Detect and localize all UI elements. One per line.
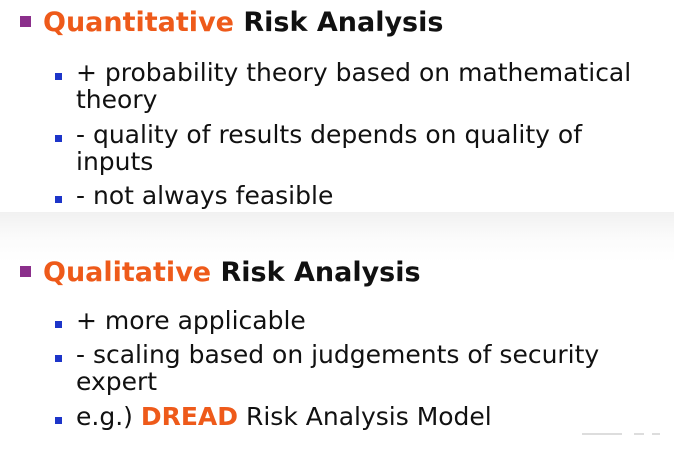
qualitative-item-2-text: - scaling based on judgements of securit… [76,340,600,396]
square-bullet-icon [55,73,62,80]
dread-highlight: DREAD [140,402,239,431]
square-bullet-icon [55,355,62,362]
square-bullet-icon [55,135,62,142]
quantitative-item-2: - quality of results depends on quality … [55,121,665,175]
quantitative-item-1-text: + probability theory based on mathematic… [76,58,632,114]
quantitative-item-3-text: - not always feasible [76,181,334,210]
dash-mark [634,433,644,435]
quantitative-heading-rest: Risk Analysis [233,7,444,38]
quantitative-item-3: - not always feasible [55,182,665,209]
dash-mark [582,433,622,435]
dash-mark [652,433,660,435]
qualitative-panel [0,212,674,449]
model-suffix: Risk Analysis Model [238,402,492,431]
quantitative-panel [0,0,674,212]
qualitative-item-3-text: e.g.) DREAD Risk Analysis Model [76,403,665,430]
qualitative-heading: Qualitative Risk Analysis [20,256,421,290]
qualitative-item-1-text: + more applicable [76,306,306,335]
qualitative-heading-accent: Qualitative [43,257,212,288]
quantitative-heading: Quantitative Risk Analysis [20,6,443,40]
square-bullet-icon [55,196,62,203]
qualitative-item-3: e.g.) DREAD Risk Analysis Model [55,403,665,430]
qualitative-item-2: - scaling based on judgements of securit… [55,341,665,395]
square-bullet-icon [55,417,62,424]
square-bullet-icon [20,266,31,277]
quantitative-item-2-text: - quality of results depends on quality … [76,120,583,176]
qualitative-heading-rest: Risk Analysis [211,257,421,288]
quantitative-item-1: + probability theory based on mathematic… [55,59,665,113]
square-bullet-icon [55,321,62,328]
decorative-dashes [582,431,662,437]
square-bullet-icon [20,16,31,27]
qualitative-item-1: + more applicable [55,307,665,334]
quantitative-heading-accent: Quantitative [43,7,234,38]
model-prefix: e.g.) [76,402,141,431]
